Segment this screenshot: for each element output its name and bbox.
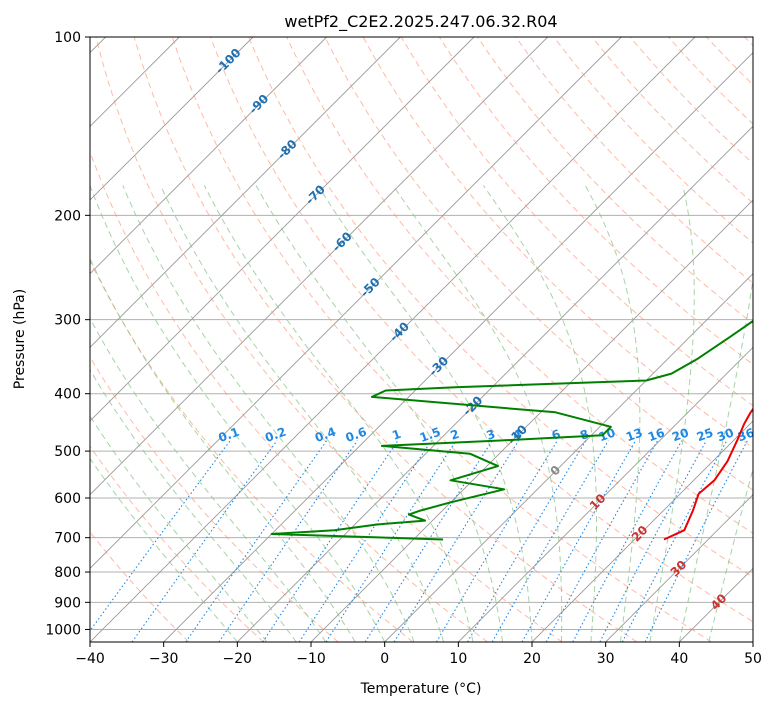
x-tick-label: 50 [744,651,762,667]
x-tick-label: 30 [597,651,615,667]
y-tick-label: 700 [54,531,81,547]
x-tick-label: −20 [223,651,253,667]
x-tick-label: −30 [149,651,179,667]
x-tick-label: 40 [670,651,688,667]
y-tick-label: 600 [54,491,81,507]
y-tick-label: 100 [54,30,81,46]
y-tick-label: 500 [54,444,81,460]
x-tick-label: −40 [75,651,105,667]
x-tick-label: −10 [296,651,326,667]
y-tick-label: 400 [54,387,81,403]
chart-title: wetPf2_C2E2.2025.247.06.32.R04 [284,12,557,32]
y-tick-label: 200 [54,208,81,224]
y-tick-label: 1000 [45,622,81,638]
x-tick-label: 0 [380,651,389,667]
y-tick-label: 300 [54,313,81,329]
y-tick-label: 900 [54,595,81,611]
y-axis-label: Pressure (hPa) [12,289,28,389]
y-tick-label: 800 [54,565,81,581]
x-axis-label: Temperature (°C) [360,681,482,697]
x-tick-label: 20 [523,651,541,667]
x-tick-label: 10 [449,651,467,667]
